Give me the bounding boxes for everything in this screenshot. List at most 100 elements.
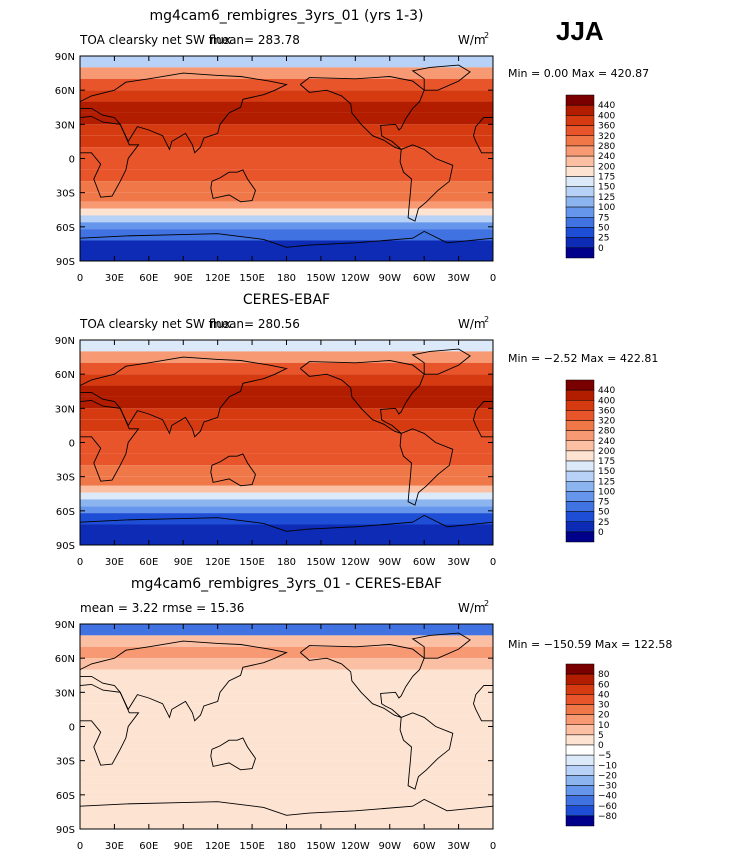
panel-variable-label: TOA clearsky net SW flux: [79, 317, 231, 331]
colorbar-label: 200: [598, 162, 615, 172]
zonal-band: [80, 222, 493, 230]
coastline: [300, 360, 425, 434]
map-panel-2: CERES-EBAF TOA clearsky net SW fluxmean= …: [55, 292, 659, 568]
colorbar-swatch: [565, 684, 595, 695]
y-tick-label: 30N: [55, 688, 75, 699]
colorbar-label: 175: [598, 457, 615, 467]
x-tick-label: 90E: [174, 273, 193, 284]
zonal-band: [80, 408, 493, 420]
panel-units: W/m: [458, 601, 486, 615]
x-tick-label: 0: [490, 273, 496, 284]
x-tick-label: 30W: [447, 557, 470, 568]
zonal-band: [80, 476, 493, 486]
panel-variable-label: TOA clearsky net SW flux: [79, 33, 231, 47]
colorbar-swatch: [565, 196, 595, 208]
colorbar-label: 440: [598, 386, 615, 396]
zonal-band: [80, 524, 493, 545]
colorbar-swatch: [565, 714, 595, 725]
zonal-band: [80, 351, 493, 363]
colorbar-label: 25: [598, 518, 609, 528]
colorbar-label: 175: [598, 173, 615, 183]
x-tick-label: 180: [277, 273, 296, 284]
coastline: [473, 117, 494, 154]
y-tick-label: 90S: [56, 825, 75, 836]
x-tick-label: 60W: [413, 841, 436, 852]
x-tick-label: 120W: [341, 273, 370, 284]
x-tick-label: 60W: [413, 273, 436, 284]
y-tick-label: 0: [69, 723, 75, 734]
zonal-band: [80, 680, 493, 693]
x-tick-label: 180: [277, 841, 296, 852]
colorbar-swatch: [565, 805, 595, 817]
coastline: [79, 230, 494, 248]
zonal-band: [80, 737, 493, 750]
colorbar-swatch: [565, 694, 595, 705]
coastline: [79, 514, 494, 532]
colorbar-swatch: [565, 491, 595, 502]
colorbar-label: 125: [598, 193, 615, 203]
panel-units: W/m: [458, 317, 486, 331]
colorbar-swatch: [565, 237, 595, 249]
coastline: [79, 683, 140, 766]
colorbar-swatch: [565, 754, 595, 766]
x-tick-label: 120E: [205, 273, 230, 284]
panel-variable-label: mean = 3.22 rmse = 15.36: [80, 601, 244, 615]
x-tick-label: 0: [77, 841, 83, 852]
x-tick-label: 150W: [306, 273, 335, 284]
y-tick-label: 30S: [56, 189, 75, 200]
coastline: [210, 737, 256, 771]
zonal-band: [80, 797, 493, 809]
colorbar-label: −10: [598, 761, 617, 771]
x-tick-label: 150E: [239, 273, 264, 284]
zonal-band: [80, 158, 493, 170]
colorbar-label: −60: [598, 802, 617, 812]
coastline: [411, 632, 471, 659]
zonal-band: [80, 513, 493, 525]
colorbar-label: 440: [598, 101, 615, 111]
zonal-band: [80, 715, 493, 727]
colorbar-label: 75: [598, 213, 609, 223]
colorbar-label: 360: [598, 122, 615, 132]
colorbar-swatch: [565, 94, 595, 106]
colorbar-swatch: [565, 734, 595, 746]
zonal-band: [80, 808, 493, 829]
colorbar-swatch: [565, 227, 595, 238]
x-tick-label: 60E: [139, 273, 158, 284]
zonal-band: [80, 431, 493, 443]
colorbar-swatch: [565, 155, 595, 167]
colorbar-label: −80: [598, 812, 617, 822]
colorbar-label: 320: [598, 417, 615, 427]
colorbar-label: 5: [598, 731, 604, 741]
colorbar-swatch: [565, 470, 595, 482]
y-tick-label: 0: [69, 439, 75, 450]
colorbar-swatch: [565, 501, 595, 512]
x-tick-label: 0: [490, 841, 496, 852]
colorbar-label: 240: [598, 437, 615, 447]
colorbar-swatch: [565, 450, 595, 462]
colorbar-label: 240: [598, 152, 615, 162]
zonal-band: [80, 692, 493, 704]
colorbar-swatch: [565, 744, 595, 756]
colorbar-swatch: [565, 400, 595, 411]
coastline: [399, 428, 454, 506]
zonal-band: [80, 465, 493, 477]
colorbar-label: −30: [598, 782, 617, 792]
x-tick-label: 0: [77, 273, 83, 284]
colorbar-label: 125: [598, 477, 615, 487]
colorbar-label: 0: [598, 528, 604, 538]
x-tick-label: 90E: [174, 841, 193, 852]
panel-title: CERES-EBAF: [243, 292, 330, 308]
colorbar-label: 280: [598, 142, 615, 152]
colorbar-label: 20: [598, 711, 610, 721]
y-tick-label: 90N: [55, 336, 75, 347]
colorbar-label: 280: [598, 427, 615, 437]
colorbar-label: 30: [598, 701, 610, 711]
zonal-band: [80, 229, 493, 241]
zonal-band: [80, 658, 493, 670]
panel-units: W/m: [458, 33, 486, 47]
colorbar-label: 50: [598, 223, 610, 233]
zonal-band: [80, 499, 493, 507]
panel-minmax: Min = 0.00 Max = 420.87: [508, 67, 649, 80]
colorbar-label: 0: [598, 741, 604, 751]
zonal-band: [80, 192, 493, 202]
